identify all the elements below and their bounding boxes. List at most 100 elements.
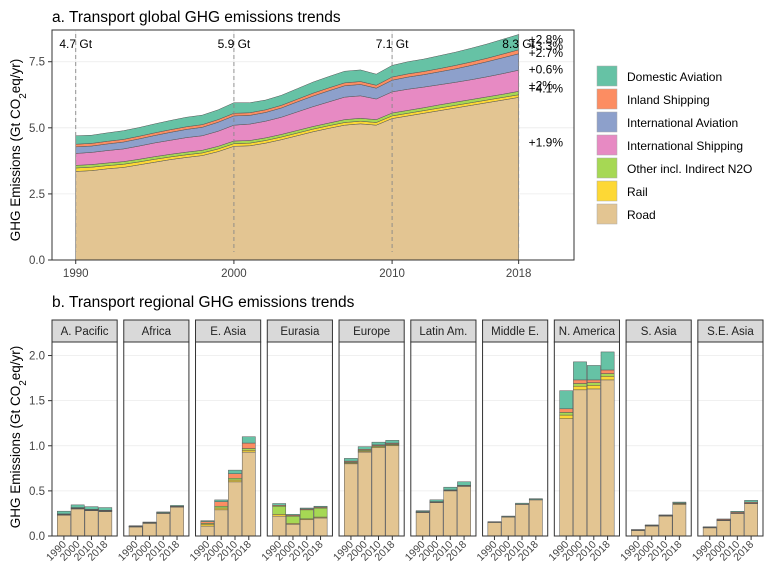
bar-segment-other-incl-indirect-n2o: [215, 506, 228, 508]
bar-segment-road: [659, 516, 672, 536]
bar-segment-road: [71, 509, 84, 536]
bar-segment-domestic-aviation: [228, 470, 241, 474]
panel-b-plot: A. Pacific1990200020102018Africa19902000…: [29, 320, 763, 564]
y-tick-label: 1.0: [29, 441, 45, 453]
bar-segment-road: [416, 513, 429, 536]
legend-label: Road: [627, 208, 656, 222]
legend-label: Rail: [627, 185, 648, 199]
bar-segment-road: [560, 419, 573, 536]
bar-segment-road: [673, 504, 686, 536]
legend-swatch: [597, 158, 617, 178]
facet-label: Latin Am.: [419, 326, 467, 338]
bar-segment-road: [57, 515, 70, 536]
bar-segment-domestic-aviation: [601, 352, 614, 370]
bar-segment-road: [731, 513, 744, 536]
bar-segment-road: [143, 523, 156, 536]
bar-segment-road: [645, 526, 658, 536]
bar-segment-domestic-aviation: [85, 507, 98, 510]
bar-segment-road: [573, 390, 586, 536]
y-tick-label: 2.5: [29, 189, 45, 201]
bar-segment-road: [515, 504, 528, 536]
bar-segment-road: [601, 380, 614, 536]
bar-segment-road: [286, 524, 299, 536]
bar-segment-road: [201, 526, 214, 536]
y-tick-label: 1.5: [29, 396, 45, 408]
bar-segment-domestic-aviation: [170, 505, 183, 506]
legend-swatch: [597, 112, 617, 132]
x-tick-label: 1990: [63, 268, 89, 280]
bar-segment-rail: [601, 376, 614, 380]
growth-label: +4.1%: [529, 82, 564, 96]
bar-segment-road: [745, 504, 758, 536]
bar-segment-other-incl-indirect-n2o: [587, 383, 600, 386]
bar-segment-road: [587, 389, 600, 536]
y-tick-label: 2.0: [29, 351, 45, 363]
y-tick-label: 0.5: [29, 486, 45, 498]
bar-segment-domestic-aviation: [201, 521, 214, 522]
bar-segment-road: [157, 513, 170, 536]
bar-segment-road: [242, 452, 255, 536]
bar-segment-other-incl-indirect-n2o: [560, 412, 573, 415]
bar-segment-road: [703, 528, 716, 536]
bar-segment-domestic-aviation: [587, 365, 600, 379]
bar-segment-rail: [215, 508, 228, 510]
bar-segment-other-incl-indirect-n2o: [573, 384, 586, 387]
bar-segment-other-incl-indirect-n2o: [314, 508, 327, 517]
bar-segment-domestic-aviation: [300, 508, 313, 509]
bar-segment-domestic-aviation: [314, 506, 327, 507]
bar-segment-domestic-aviation: [71, 505, 84, 508]
bar-segment-domestic-aviation: [157, 512, 170, 513]
bar-segment-inland-shipping: [573, 380, 586, 384]
facet-label: A. Pacific: [61, 326, 109, 338]
facet-label: S.E. Asia: [707, 326, 754, 338]
facet-label: S. Asia: [641, 326, 677, 338]
bar-segment-rail: [201, 524, 214, 526]
x-tick-label: 2010: [379, 268, 405, 280]
bar-segment-domestic-aviation: [215, 500, 228, 502]
bar-segment-rail: [573, 386, 586, 390]
panel-a-ylabel: GHG Emissions (Gt CO2eq/yr): [8, 59, 29, 242]
legend-swatch: [597, 204, 617, 224]
bar-segment-road: [344, 464, 357, 536]
bar-segment-road: [273, 516, 286, 536]
legend-label: Inland Shipping: [627, 93, 710, 107]
bar-segment-domestic-aviation: [386, 440, 399, 443]
legend-swatch: [597, 66, 617, 86]
panel-b-title: b. Transport regional GHG emissions tren…: [52, 294, 355, 311]
bar-segment-other-incl-indirect-n2o: [228, 478, 241, 480]
growth-label: +0.6%: [529, 63, 564, 77]
bar-segment-inland-shipping: [228, 474, 241, 479]
bar-segment-domestic-aviation: [242, 437, 255, 443]
bar-segment-inland-shipping: [560, 409, 573, 413]
bar-segment-domestic-aviation: [143, 522, 156, 523]
bar-segment-road: [129, 527, 142, 536]
x-tick-label: 2000: [221, 268, 247, 280]
y-tick-label: 0.0: [29, 531, 45, 543]
bar-segment-domestic-aviation: [57, 511, 70, 514]
bar-segment-domestic-aviation: [457, 482, 470, 486]
panel-b-ylabel: GHG Emissions (Gt CO2eq/yr): [8, 346, 29, 529]
bar-segment-domestic-aviation: [286, 514, 299, 515]
growth-label: +1.9%: [529, 135, 564, 149]
bar-segment-road: [386, 446, 399, 536]
bar-segment-domestic-aviation: [745, 500, 758, 502]
legend-swatch: [597, 135, 617, 155]
bar-segment-road: [717, 521, 730, 536]
bar-segment-road: [300, 520, 313, 536]
legend-label: Other incl. Indirect N2O: [627, 162, 752, 176]
facet-border: [52, 342, 117, 536]
bar-segment-inland-shipping: [242, 443, 255, 448]
bar-segment-domestic-aviation: [273, 504, 286, 506]
bar-segment-road: [215, 510, 228, 536]
legend-label: International Shipping: [627, 139, 743, 153]
bar-segment-domestic-aviation: [502, 516, 515, 517]
total-annotation: 4.7 Gt: [59, 37, 92, 51]
bar-segment-road: [444, 491, 457, 536]
